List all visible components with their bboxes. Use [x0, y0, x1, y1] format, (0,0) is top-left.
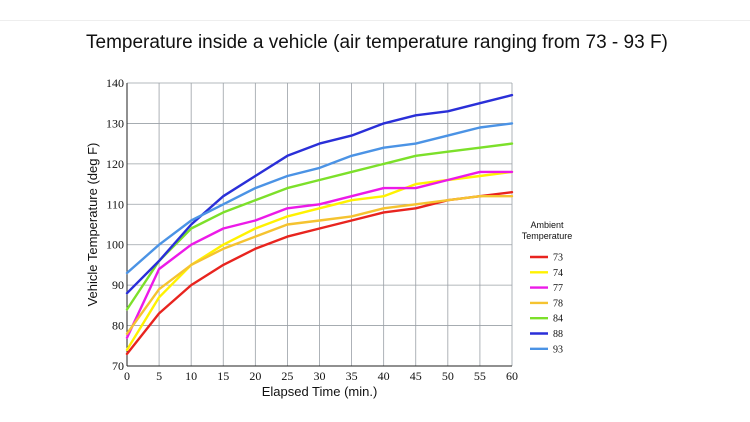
y-tick-label: 100 [106, 238, 124, 252]
series-lines [125, 93, 514, 356]
axes: 0 5 10 15 20 25 30 35 40 45 50 55 60 70 80 90 100 110 120 1… [106, 76, 518, 383]
series-line-78 [125, 194, 514, 335]
x-tick-label: 45 [410, 369, 422, 383]
legend-label: 93 [553, 344, 563, 355]
y-tick-label: 120 [106, 157, 124, 171]
x-tick-label: 15 [217, 369, 229, 383]
x-tick-label: 55 [474, 369, 486, 383]
x-tick-label: 30 [314, 369, 326, 383]
grid [126, 82, 513, 367]
chart-title: Temperature inside a vehicle (air temper… [86, 32, 668, 53]
x-tick-label: 35 [346, 369, 358, 383]
series-line-84 [125, 142, 514, 311]
y-tick-label: 140 [106, 76, 124, 90]
y-tick-label: 110 [106, 197, 124, 211]
x-tick-label: 5 [156, 369, 162, 383]
y-tick-label: 80 [112, 319, 124, 333]
x-tick-label: 50 [442, 369, 454, 383]
top-divider [0, 20, 750, 21]
legend-title: Ambient [530, 220, 564, 230]
y-tick-label: 130 [106, 116, 124, 130]
x-tick-label: 10 [185, 369, 197, 383]
series-line-88 [125, 93, 514, 295]
x-tick-label: 60 [506, 369, 518, 383]
x-tick-label: 0 [124, 369, 130, 383]
x-tick-label: 40 [378, 369, 390, 383]
x-tick-label: 20 [249, 369, 261, 383]
series-line-93 [125, 122, 514, 275]
legend-label: 88 [553, 329, 563, 340]
legend-label: 77 [553, 283, 563, 294]
y-axis-label: Vehicle Temperature (deg F) [85, 143, 100, 307]
legend-label: 78 [553, 298, 563, 309]
legend-label: 84 [553, 314, 563, 325]
y-tick-label: 90 [112, 278, 124, 292]
legend-label: 74 [553, 268, 563, 279]
series-line-77 [125, 170, 514, 339]
legend-title: Temperature [522, 231, 573, 241]
x-axis-label: Elapsed Time (min.) [262, 384, 378, 399]
y-tick-label: 70 [112, 359, 124, 373]
legend-label: 73 [553, 253, 563, 264]
x-tick-label: 25 [281, 369, 293, 383]
